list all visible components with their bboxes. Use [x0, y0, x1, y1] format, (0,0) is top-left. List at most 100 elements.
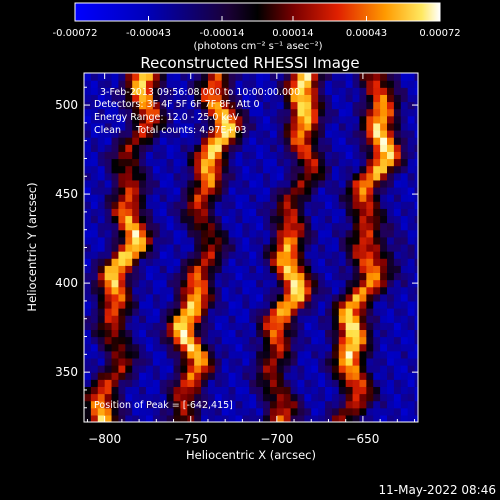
- heatmap-cell: [145, 258, 154, 266]
- heatmap-cell: [407, 122, 416, 131]
- heatmap-cell: [166, 158, 175, 167]
- heatmap-cell: [187, 251, 195, 259]
- heatmap-cell: [132, 293, 140, 302]
- heatmap-cell: [228, 144, 237, 152]
- heatmap-cell: [393, 322, 402, 331]
- heatmap-cell: [263, 80, 271, 88]
- heatmap-cell: [338, 215, 347, 224]
- heatmap-cell: [214, 386, 223, 395]
- heatmap-cell: [393, 208, 402, 217]
- heatmap-cell: [393, 258, 402, 266]
- heatmap-cell: [125, 115, 133, 124]
- heatmap-cell: [214, 407, 223, 416]
- heatmap-cell: [104, 80, 113, 88]
- heatmap-cell: [400, 179, 409, 188]
- heatmap-cell: [111, 243, 120, 252]
- heatmap-cell: [269, 236, 278, 245]
- heatmap-cell: [139, 94, 147, 103]
- heatmap-cell: [304, 343, 312, 352]
- heatmap-cell: [207, 343, 216, 352]
- heatmap-cell: [345, 372, 354, 380]
- heatmap-cell: [331, 400, 340, 409]
- heatmap-cell: [187, 379, 195, 387]
- heatmap-cell: [304, 172, 312, 181]
- heatmap-cell: [338, 393, 347, 402]
- heatmap-cell: [359, 329, 367, 338]
- heatmap-cell: [276, 87, 285, 95]
- heatmap-cell: [228, 372, 237, 380]
- heatmap-cell: [118, 265, 126, 274]
- heatmap-cell: [407, 201, 416, 209]
- heatmap-cell: [352, 386, 361, 395]
- heatmap-cell: [159, 379, 168, 387]
- heatmap-cell: [132, 279, 140, 288]
- heatmap-cell: [338, 272, 347, 281]
- heatmap-cell: [380, 201, 388, 209]
- heatmap-cell: [380, 151, 388, 160]
- heatmap-cell: [90, 80, 99, 88]
- heatmap-cell: [111, 329, 120, 338]
- heatmap-cell: [256, 243, 264, 252]
- heatmap-cell: [139, 272, 147, 281]
- heatmap-cell: [111, 258, 120, 266]
- heatmap-cell: [194, 151, 202, 160]
- heatmap-cell: [331, 300, 340, 309]
- heatmap-cell: [366, 87, 374, 95]
- heatmap-cell: [194, 279, 202, 288]
- heatmap-cell: [269, 308, 278, 316]
- heatmap-cell: [90, 300, 99, 309]
- heatmap-cell: [84, 350, 92, 359]
- heatmap-cell: [366, 386, 374, 395]
- heatmap-cell: [139, 265, 147, 274]
- heatmap-cell: [159, 279, 168, 288]
- heatmap-cell: [118, 151, 126, 160]
- heatmap-cell: [387, 80, 395, 88]
- heatmap-cell: [263, 272, 271, 281]
- heatmap-cell: [318, 293, 326, 302]
- heatmap-cell: [400, 108, 409, 117]
- heatmap-cell: [393, 272, 402, 281]
- heatmap-cell: [166, 186, 175, 195]
- heatmap-cell: [187, 393, 195, 402]
- heatmap-cell: [249, 165, 257, 174]
- heatmap-cell: [159, 400, 168, 409]
- heatmap-cell: [132, 379, 140, 387]
- heatmap-cell: [407, 144, 416, 152]
- heatmap-cell: [152, 293, 161, 302]
- heatmap-cell: [325, 265, 333, 274]
- heatmap-cell: [194, 251, 202, 259]
- heatmap-cell: [221, 322, 230, 331]
- heatmap-cell: [152, 179, 161, 188]
- heatmap-cell: [111, 158, 120, 167]
- heatmap-cell: [125, 350, 133, 359]
- heatmap-cell: [366, 365, 374, 373]
- heatmap-cell: [359, 158, 367, 167]
- heatmap-cell: [290, 357, 299, 366]
- heatmap-cell: [373, 315, 381, 323]
- heatmap-cell: [235, 108, 243, 117]
- heatmap-cell: [269, 208, 278, 217]
- heatmap-cell: [352, 101, 361, 110]
- heatmap-cell: [414, 400, 418, 409]
- heatmap-cell: [152, 407, 161, 416]
- heatmap-cell: [318, 322, 326, 331]
- heatmap-cell: [228, 186, 237, 195]
- heatmap-cell: [111, 350, 120, 359]
- heatmap-cell: [180, 222, 188, 231]
- heatmap-cell: [352, 372, 361, 380]
- heatmap-cell: [393, 158, 402, 167]
- heatmap-cell: [159, 251, 168, 259]
- heatmap-cell: [311, 251, 319, 259]
- heatmap-cell: [331, 414, 340, 422]
- heatmap-cell: [207, 350, 216, 359]
- heatmap-cell: [173, 286, 182, 295]
- heatmap-cell: [228, 94, 237, 103]
- heatmap-cell: [400, 343, 409, 352]
- heatmap-cell: [132, 215, 140, 224]
- heatmap-cell: [311, 87, 319, 95]
- heatmap-cell: [194, 293, 202, 302]
- heatmap-cell: [276, 315, 285, 323]
- heatmap-cell: [311, 172, 319, 181]
- heatmap-cell: [311, 322, 319, 331]
- heatmap-cell: [325, 186, 333, 195]
